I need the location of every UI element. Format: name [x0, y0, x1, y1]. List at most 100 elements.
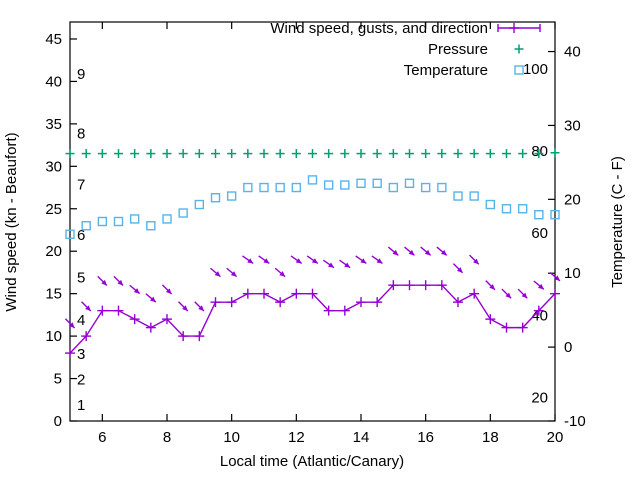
- temperature-marker: [97, 216, 108, 227]
- y2-tick-label: 10: [564, 265, 581, 282]
- gust-arrow-head: [505, 292, 512, 299]
- fahrenheit-scale-label: 40: [531, 308, 548, 325]
- temperature-marker: [226, 191, 237, 201]
- y-tick-label: 45: [45, 31, 62, 48]
- temperature-marker: [453, 191, 463, 201]
- gust-arrow-head: [392, 249, 399, 256]
- beaufort-scale-label: 7: [77, 176, 85, 193]
- gust-arrow-head: [230, 271, 237, 277]
- y2-tick-label: 30: [564, 117, 581, 134]
- temperature-marker: [372, 178, 382, 188]
- y2-tick-label: 40: [564, 44, 581, 61]
- gust-arrow-head: [424, 249, 431, 256]
- temperature-marker: [81, 221, 91, 231]
- y-tick-label: 0: [54, 413, 62, 430]
- temperature-marker: [307, 175, 318, 185]
- y-tick-label: 20: [45, 243, 62, 260]
- gust-arrow-head: [295, 258, 302, 264]
- beaufort-scale-label: 5: [77, 270, 85, 287]
- gust-arrow-head: [214, 271, 221, 277]
- gust-arrow-head: [489, 284, 495, 290]
- temperature-marker: [275, 182, 285, 193]
- gust-arrow-head: [521, 292, 528, 299]
- fahrenheit-scale-label: 20: [531, 390, 548, 407]
- temperature-marker: [550, 210, 560, 220]
- y2-axis-title: Temperature (C - F): [609, 156, 626, 288]
- gust-arrow-head: [537, 283, 544, 290]
- x-tick-label: 8: [163, 429, 171, 446]
- gust-arrow-head: [198, 305, 204, 311]
- legend-label-0: Wind speed, gusts, and direction: [270, 20, 488, 37]
- temperature-marker: [340, 180, 350, 190]
- gust-arrow-head: [554, 275, 560, 281]
- temperature-marker: [485, 199, 496, 210]
- temperature-marker: [129, 214, 140, 224]
- legend-swatch-temperature: [514, 65, 524, 75]
- y2-tick-label: -10: [564, 413, 586, 430]
- temperature-marker: [178, 208, 188, 218]
- beaufort-scale-label: 3: [77, 346, 85, 363]
- y-tick-label: 30: [45, 158, 62, 175]
- temperature-marker: [534, 210, 544, 220]
- temperature-marker: [162, 214, 172, 224]
- gust-arrow-head: [456, 267, 463, 273]
- gust-arrow-head: [473, 258, 479, 265]
- fahrenheit-scale-label: 60: [531, 225, 548, 242]
- beaufort-scale-label: 9: [77, 66, 85, 83]
- gust-arrow-head: [360, 258, 367, 264]
- beaufort-scale-label: 8: [77, 125, 85, 142]
- beaufort-scale-label: 4: [77, 312, 85, 329]
- gust-arrow-head: [165, 288, 172, 295]
- y-tick-label: 10: [45, 328, 62, 345]
- gust-arrow-head: [149, 296, 156, 303]
- gust-arrow-head: [408, 249, 415, 256]
- temperature-marker: [323, 180, 334, 190]
- temperature-marker: [146, 221, 156, 231]
- x-tick-label: 18: [482, 429, 499, 446]
- temperature-marker: [113, 216, 124, 227]
- gust-arrow-head: [182, 305, 188, 311]
- gust-arrow-head: [344, 262, 351, 268]
- gust-arrow-head: [440, 249, 447, 256]
- y2-tick-label: 0: [564, 339, 572, 356]
- beaufort-scale-label: 6: [77, 227, 85, 244]
- y-tick-label: 25: [45, 201, 62, 218]
- y-tick-label: 35: [45, 116, 62, 133]
- temperature-marker: [420, 182, 431, 193]
- temperature-marker: [194, 199, 205, 210]
- gust-arrow-head: [101, 279, 107, 286]
- gust-arrow-head: [247, 258, 254, 264]
- fahrenheit-scale-label: 80: [531, 143, 548, 160]
- gust-arrow-head: [263, 258, 270, 264]
- gust-arrow-head: [279, 271, 286, 277]
- temperature-marker: [501, 204, 512, 214]
- temperature-marker: [388, 182, 399, 193]
- temperature-marker: [243, 182, 253, 193]
- y-tick-label: 5: [54, 371, 62, 388]
- x-tick-label: 10: [223, 429, 240, 446]
- temperature-marker: [517, 204, 528, 214]
- temperature-marker: [259, 182, 269, 193]
- temperature-marker: [356, 178, 366, 188]
- temperature-marker: [437, 182, 447, 193]
- x-tick-label: 14: [353, 429, 370, 446]
- y-tick-label: 40: [45, 73, 62, 90]
- x-tick-label: 16: [417, 429, 434, 446]
- y2-tick-label: 20: [564, 191, 581, 208]
- legend-label-2: Temperature: [404, 62, 488, 79]
- gust-arrow-head: [133, 288, 140, 294]
- temperature-marker: [291, 182, 302, 193]
- beaufort-scale-label: 1: [77, 397, 85, 414]
- legend-label-1: Pressure: [428, 41, 488, 58]
- gust-arrow-head: [328, 262, 334, 268]
- gust-arrow-head: [85, 305, 91, 311]
- temperature-marker: [404, 178, 415, 188]
- x-tick-label: 6: [98, 429, 106, 446]
- gust-arrow-head: [68, 322, 75, 328]
- temperature-marker: [65, 229, 75, 239]
- gust-arrow-head: [311, 258, 318, 264]
- plot-border: [69, 21, 556, 422]
- x-tick-label: 20: [547, 429, 564, 446]
- gust-arrow-head: [376, 258, 383, 264]
